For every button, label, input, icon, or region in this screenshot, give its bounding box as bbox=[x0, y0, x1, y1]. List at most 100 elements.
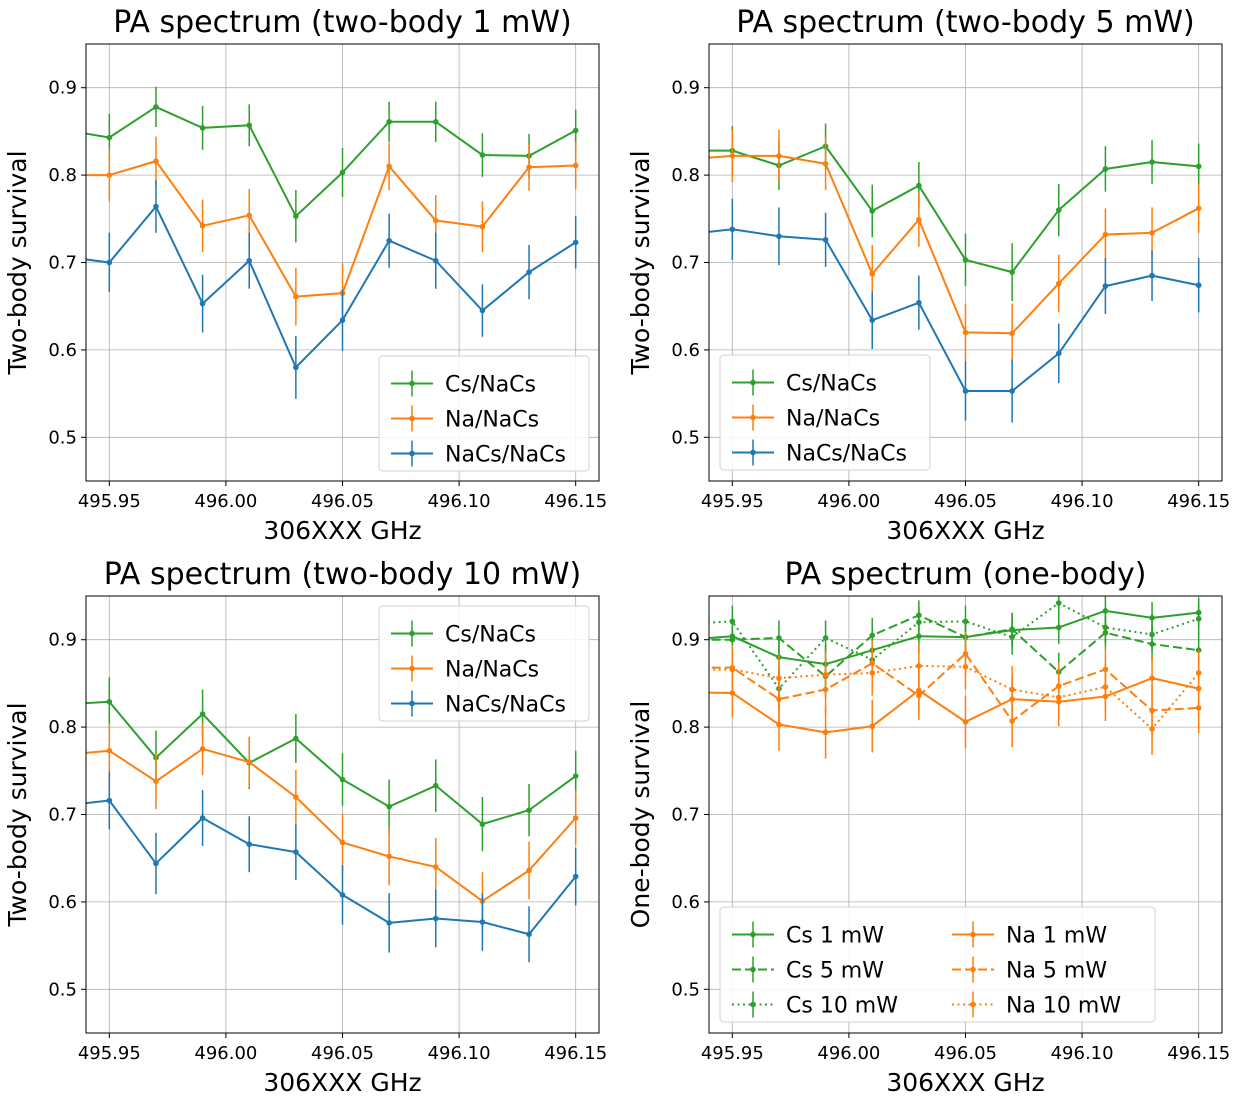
series-line-nacs-nacs bbox=[86, 205, 577, 369]
legend-marker bbox=[750, 379, 756, 386]
data-point bbox=[1009, 686, 1015, 693]
legend-label: NaCs/NaCs bbox=[445, 443, 566, 468]
legend-label: Cs/NaCs bbox=[445, 373, 536, 398]
chart-title: PA spectrum (two-body 10 mW) bbox=[104, 557, 582, 592]
data-point bbox=[962, 257, 969, 263]
legend-box bbox=[378, 355, 590, 472]
data-point bbox=[1195, 163, 1202, 170]
legend-item-cs-1-mw: Cs 1 mW bbox=[732, 921, 884, 949]
data-point bbox=[1055, 600, 1062, 606]
series-line-cs-nacs bbox=[86, 700, 577, 826]
data-point bbox=[293, 849, 299, 855]
series-line-na-5-mw bbox=[709, 652, 1199, 722]
series-nacs-nacs bbox=[683, 198, 1202, 423]
y-tick-label: 0.7 bbox=[48, 805, 77, 826]
chart-panel-two-body-10mw: 495.95 496.00 496.05 496.10 496.15 0.5 0.6 0.7 0… bbox=[3, 557, 607, 1097]
data-point bbox=[572, 873, 579, 880]
data-point bbox=[729, 690, 736, 696]
series-na-1-mw bbox=[709, 655, 1202, 759]
legend-label: Cs/NaCs bbox=[445, 623, 536, 648]
data-point bbox=[479, 919, 486, 925]
data-point bbox=[683, 621, 689, 627]
data-point bbox=[1149, 631, 1155, 638]
x-tick-label: 496.05 bbox=[311, 491, 374, 512]
series-line-cs-nacs bbox=[86, 105, 577, 218]
legend-label: Na/NaCs bbox=[786, 407, 880, 432]
chart-panel-two-body-5mw: 495.95 496.00 496.05 496.10 496.15 0.5 0.6 0.7 0… bbox=[626, 5, 1230, 545]
y-tick-label: 0.8 bbox=[48, 165, 77, 186]
data-point bbox=[1195, 205, 1202, 212]
legend-marker bbox=[409, 665, 415, 672]
data-point bbox=[916, 216, 922, 223]
data-point bbox=[339, 839, 346, 846]
legend-label: Cs 5 mW bbox=[786, 959, 884, 984]
data-point bbox=[916, 692, 922, 699]
data-point bbox=[776, 233, 782, 240]
data-point bbox=[962, 388, 969, 394]
data-point bbox=[916, 663, 922, 669]
series-na-nacs bbox=[709, 129, 1202, 364]
data-point bbox=[106, 698, 113, 705]
chart-panel-two-body-1mw: 495.95 496.00 496.05 496.10 496.15 0.5 0.6 0.7 0… bbox=[3, 5, 607, 545]
data-point bbox=[776, 675, 782, 681]
legend-label: Cs 1 mW bbox=[786, 924, 884, 949]
data-point bbox=[1055, 280, 1062, 287]
data-point bbox=[916, 182, 922, 189]
legend-marker bbox=[409, 415, 415, 422]
data-point bbox=[1102, 166, 1109, 172]
data-point bbox=[869, 723, 876, 730]
legend-marker bbox=[750, 449, 756, 456]
legend-label: Cs/NaCs bbox=[786, 372, 877, 397]
legend: Cs 1 mW Cs 5 mW Cs 10 mW Na 1 mW Na 5 mW Na 1… bbox=[719, 906, 1156, 1023]
legend-item-nacs-nacs: NaCs/NaCs bbox=[391, 690, 566, 718]
data-point bbox=[1102, 283, 1109, 289]
data-point bbox=[1102, 624, 1109, 631]
legend-marker bbox=[409, 380, 415, 387]
data-point bbox=[246, 122, 253, 129]
data-point bbox=[386, 803, 392, 810]
legend-marker bbox=[750, 414, 756, 421]
data-point bbox=[683, 232, 689, 238]
plot-area bbox=[683, 596, 1202, 759]
x-axis-label: 306XXX GHz bbox=[263, 516, 421, 545]
data-point bbox=[1195, 282, 1202, 289]
y-tick-label: 0.6 bbox=[48, 340, 77, 361]
data-point bbox=[683, 148, 689, 154]
data-point bbox=[246, 841, 253, 848]
data-point bbox=[572, 162, 579, 169]
data-point bbox=[526, 931, 532, 938]
data-point bbox=[246, 759, 253, 765]
data-point bbox=[199, 711, 206, 717]
data-point bbox=[822, 671, 829, 678]
data-point bbox=[729, 666, 736, 673]
x-tick-label: 495.95 bbox=[701, 1043, 764, 1064]
legend-marker bbox=[750, 931, 756, 938]
data-point bbox=[1102, 231, 1109, 238]
y-tick-label: 0.6 bbox=[671, 892, 700, 913]
chart-title: PA spectrum (two-body 1 mW) bbox=[113, 5, 571, 40]
data-point bbox=[153, 778, 159, 785]
data-point bbox=[479, 223, 486, 230]
data-point bbox=[962, 329, 969, 336]
legend-label: Na/NaCs bbox=[445, 658, 539, 683]
data-point bbox=[916, 299, 922, 306]
y-tick-label: 0.7 bbox=[671, 253, 700, 274]
x-tick-label: 496.10 bbox=[1051, 1043, 1114, 1064]
legend-item-cs-nacs: Cs/NaCs bbox=[391, 370, 536, 398]
data-point bbox=[822, 729, 829, 736]
legend-label: Na/NaCs bbox=[445, 408, 539, 433]
data-point bbox=[1055, 350, 1062, 357]
y-tick-label: 0.7 bbox=[48, 253, 77, 274]
y-axis-label: Two-body survival bbox=[3, 150, 32, 375]
legend-item-na-5-mw: Na 5 mW bbox=[952, 956, 1107, 984]
legend-marker bbox=[409, 630, 415, 637]
data-point bbox=[962, 719, 969, 725]
x-tick-label: 496.15 bbox=[544, 491, 607, 512]
data-point bbox=[432, 915, 439, 922]
data-point bbox=[293, 735, 299, 742]
data-point bbox=[60, 752, 66, 758]
data-point bbox=[869, 317, 876, 323]
data-point bbox=[776, 635, 782, 641]
data-point bbox=[1009, 269, 1015, 275]
data-point bbox=[1149, 675, 1155, 681]
